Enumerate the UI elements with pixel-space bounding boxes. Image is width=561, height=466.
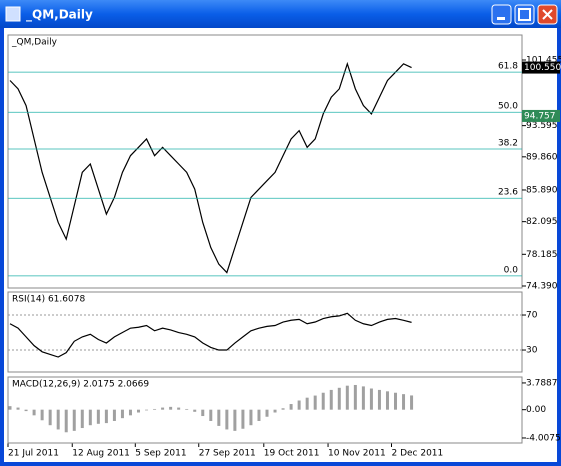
histogram-bar	[137, 409, 141, 413]
histogram-bar	[80, 409, 84, 429]
y-tick-label: 101.455	[526, 56, 561, 66]
histogram-bar	[329, 389, 333, 410]
histogram-bar	[153, 408, 157, 410]
panel-title: RSI(14) 61.6078	[12, 295, 85, 305]
histogram-bar	[233, 409, 237, 431]
histogram-bar	[128, 409, 132, 416]
fib-label: 61.8	[498, 62, 518, 72]
panel-frame	[7, 34, 523, 289]
price-line	[9, 312, 412, 358]
maximize-button[interactable]	[514, 4, 535, 25]
y-tick-label: 89.860	[526, 152, 558, 162]
panel-title: MACD(12,26,9) 2.0175 2.0669	[12, 380, 149, 390]
histogram-bar	[313, 395, 317, 410]
x-tick-label: 19 Oct 2011	[264, 449, 320, 459]
histogram-bar	[8, 406, 12, 410]
histogram-bar	[345, 385, 349, 410]
histogram-bar	[56, 409, 60, 430]
x-tick-label: 12 Aug 2011	[72, 449, 130, 459]
price-marker	[522, 109, 560, 122]
window-icon	[5, 6, 21, 22]
y-tick-label: 30	[526, 346, 538, 356]
x-tick-label: 2 Dec 2011	[391, 449, 443, 459]
fib-label: 23.6	[498, 188, 518, 198]
histogram-bar	[64, 409, 68, 433]
histogram-bar	[32, 409, 36, 416]
histogram-bar	[120, 409, 124, 419]
x-tick-label: 21 Jul 2011	[8, 449, 59, 459]
minimize-icon	[497, 17, 505, 20]
histogram-bar	[394, 392, 398, 410]
histogram-bar	[201, 409, 205, 417]
x-tick-label: 27 Sep 2011	[199, 449, 256, 459]
price-marker-label: 94.757	[524, 111, 556, 121]
histogram-bar	[177, 407, 181, 410]
plots: 101.455 93.595 89.860 85.890 82.095 78.185 74.…	[7, 34, 561, 459]
histogram-bar	[96, 409, 100, 424]
price-marker-label: 100.550	[524, 63, 561, 73]
histogram-bar	[161, 407, 165, 410]
histogram-bar	[402, 394, 406, 410]
y-tick-label: 3.7887	[526, 378, 558, 388]
window-buttons[interactable]	[491, 4, 558, 25]
histogram-bar	[145, 409, 149, 411]
y-tick-label: 93.595	[526, 121, 558, 131]
minimize-button[interactable]	[491, 4, 512, 25]
histogram-bar	[361, 386, 365, 410]
histogram-bar	[377, 389, 381, 410]
price-marker	[522, 61, 560, 74]
histogram-bar	[369, 388, 373, 410]
y-tick-label: 78.185	[526, 250, 558, 260]
y-tick-label: 0.00	[526, 405, 546, 415]
histogram-bar	[16, 407, 20, 410]
histogram-bar	[104, 409, 108, 424]
histogram-bar	[185, 408, 189, 410]
histogram-bar	[24, 409, 28, 412]
histogram-bar	[249, 409, 253, 426]
histogram-bar	[353, 384, 357, 410]
window-title: _QM,Daily	[26, 8, 93, 23]
histogram-bar	[273, 409, 277, 413]
histogram-bar	[48, 409, 52, 426]
close-icon	[542, 9, 553, 20]
histogram-bar	[410, 395, 414, 410]
histogram-bar	[305, 397, 309, 410]
histogram-bar	[385, 391, 389, 410]
histogram-bar	[225, 409, 229, 430]
maximize-icon	[518, 8, 531, 21]
fib-label: 0.0	[504, 265, 519, 275]
title-bar	[0, 0, 561, 28]
y-tick-label: -4.0075	[526, 433, 561, 443]
fib-label: 38.2	[498, 138, 518, 148]
histogram-bar	[281, 408, 285, 410]
histogram-bar	[217, 409, 221, 426]
histogram-bar	[265, 409, 269, 417]
histogram-bar	[337, 387, 341, 410]
histogram-bar	[169, 406, 173, 410]
histogram-bar	[297, 400, 301, 410]
histogram-bar	[88, 409, 92, 426]
y-tick-label: 82.095	[526, 217, 558, 227]
histogram-bar	[72, 409, 76, 431]
y-tick-label: 85.890	[526, 185, 558, 195]
histogram-bar	[209, 409, 213, 421]
panel-frame	[7, 291, 523, 373]
fib-label: 50.0	[498, 102, 518, 112]
panel-title: _QM,Daily	[11, 38, 58, 48]
histogram-bar	[193, 409, 197, 412]
histogram-bar	[289, 404, 293, 410]
histogram-bar	[112, 409, 116, 421]
histogram-bar	[321, 392, 325, 410]
y-tick-label: 70	[526, 311, 538, 321]
x-tick-label: 10 Nov 2011	[328, 449, 386, 459]
histogram-bar	[257, 409, 261, 421]
panel-frame	[7, 376, 523, 444]
y-tick-label: 74.390	[526, 281, 558, 291]
histogram-bar	[241, 409, 245, 429]
x-tick-label: 5 Sep 2011	[135, 449, 186, 459]
histogram-bar	[40, 409, 44, 421]
